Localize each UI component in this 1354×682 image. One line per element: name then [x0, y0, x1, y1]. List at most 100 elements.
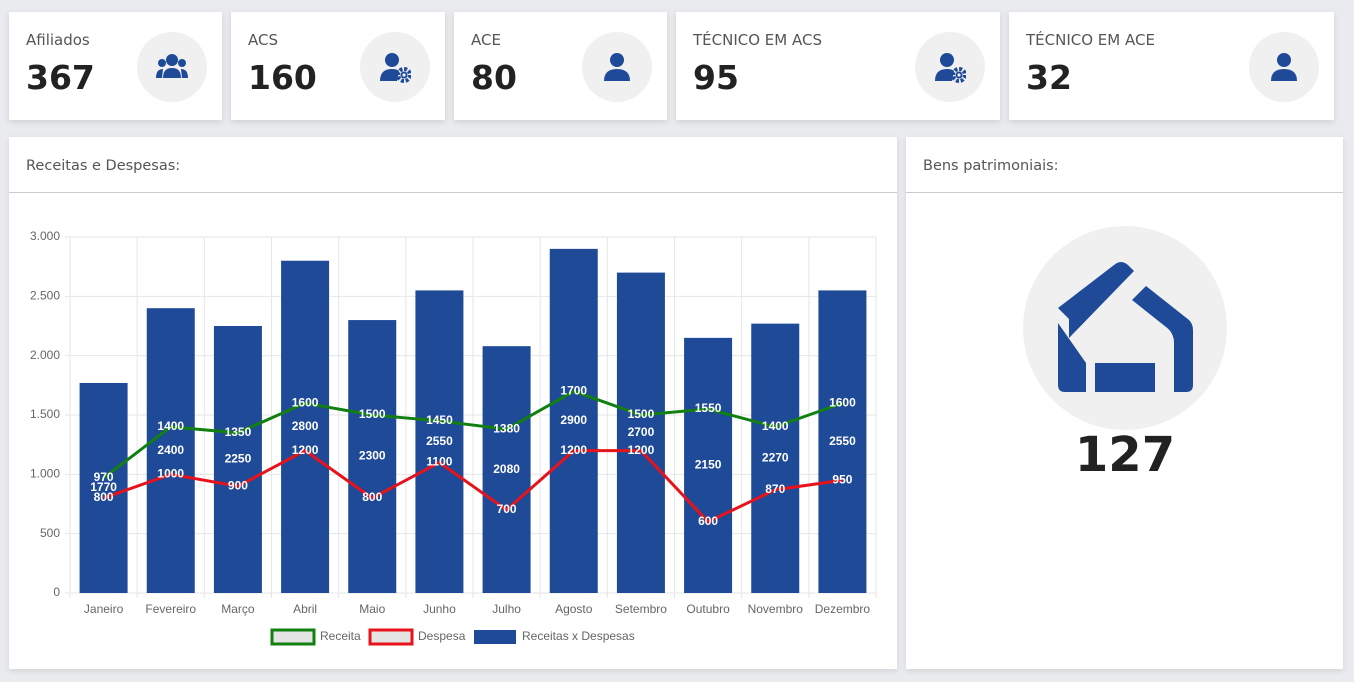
line: [103, 448, 843, 524]
data-label: 1600: [292, 395, 319, 409]
bar: [684, 337, 733, 593]
card: ACE 80: [454, 12, 667, 120]
data-label: 2700: [628, 425, 655, 439]
card-label: TÉCNICO EM ACE: [1026, 31, 1155, 49]
data-label: 800: [362, 490, 382, 504]
y-tick-label: 1.000: [30, 467, 60, 481]
x-tick-label: Maio: [359, 602, 385, 616]
card-label: TÉCNICO EM ACS: [693, 31, 822, 49]
data-label: 1450: [426, 413, 453, 427]
y-tick-label: 2.500: [30, 289, 60, 303]
bar: [751, 323, 800, 593]
data-label: 1380: [493, 421, 520, 435]
data-label: 970: [94, 470, 114, 484]
bens-value: 127: [1075, 427, 1175, 483]
card-label: ACS: [248, 31, 278, 49]
data-label: 1700: [560, 383, 587, 397]
legend-label: Despesa: [418, 629, 466, 643]
card-value: 367: [26, 58, 95, 97]
x-tick-label: Janeiro: [84, 602, 124, 616]
data-label: 1770: [90, 480, 117, 494]
data-label: 2800: [292, 419, 319, 433]
chart-panel: Receitas e Despesas: 0 500 1.000 1.500 2.000…: [9, 137, 897, 669]
card-value: 95: [693, 58, 739, 97]
data-label: 1500: [359, 407, 386, 421]
y-tick-label: 2.000: [30, 348, 60, 362]
bar: [146, 308, 195, 593]
data-label: 2150: [695, 458, 722, 472]
x-tick-label: Dezembro: [815, 602, 871, 616]
card-value: 32: [1026, 58, 1072, 97]
card-icon: [1249, 32, 1319, 102]
data-label: 1200: [628, 443, 655, 457]
legend-swatch: [368, 628, 414, 646]
bar: [213, 326, 262, 593]
house-icon: [1058, 262, 1193, 392]
data-label: 900: [228, 478, 248, 492]
x-tick-label: Abril: [293, 602, 317, 616]
card-icon: [582, 32, 652, 102]
card-label: Afiliados: [26, 31, 90, 49]
bar: [818, 290, 867, 593]
data-label: 2300: [359, 449, 386, 463]
card-icon: [360, 32, 430, 102]
data-label: 2900: [560, 413, 587, 427]
data-label: 1400: [157, 419, 184, 433]
bar: [79, 382, 128, 593]
y-tick-label: 500: [40, 526, 60, 540]
x-tick-label: Julho: [492, 602, 521, 616]
data-label: 2080: [493, 462, 520, 476]
card: TÉCNICO EM ACS 95: [676, 12, 1000, 120]
x-tick-label: Agosto: [555, 602, 593, 616]
data-label: 1200: [560, 443, 587, 457]
x-tick-label: Outubro: [686, 602, 730, 616]
legend-label: Receita: [320, 629, 361, 643]
x-tick-label: Novembro: [748, 602, 804, 616]
bar: [281, 260, 330, 593]
data-label: 1500: [628, 407, 655, 421]
data-label: 1550: [695, 401, 722, 415]
bar: [616, 272, 665, 593]
bens-panel: Bens patrimoniais: 127: [906, 137, 1343, 669]
card-label: ACE: [471, 31, 501, 49]
data-label: 2270: [762, 450, 789, 464]
card-icon: [137, 32, 207, 102]
card-value: 160: [248, 58, 317, 97]
data-label: 950: [832, 472, 852, 486]
bar: [482, 346, 531, 593]
card: Afiliados 367: [9, 12, 222, 120]
data-label: 2400: [157, 443, 184, 457]
data-label: 1400: [762, 419, 789, 433]
y-tick-label: 3.000: [30, 229, 60, 243]
panel-title: Bens patrimoniais:: [906, 137, 1343, 193]
card: TÉCNICO EM ACE 32: [1009, 12, 1334, 120]
x-tick-label: Setembro: [615, 602, 667, 616]
data-label: 2250: [225, 452, 252, 466]
data-label: 870: [765, 482, 785, 496]
data-label: 1000: [157, 467, 184, 481]
bar: [549, 248, 598, 593]
legend-swatch: [474, 630, 516, 644]
data-label: 2550: [426, 434, 453, 448]
data-label: 1100: [426, 455, 452, 469]
bens-graphic: 127: [1023, 226, 1227, 483]
bar: [348, 320, 397, 593]
legend-swatch: [270, 628, 316, 646]
data-label: 2550: [829, 434, 856, 448]
y-tick-label: 0: [53, 585, 60, 599]
line: [102, 389, 843, 480]
x-tick-label: Março: [221, 602, 255, 616]
y-tick-label: 1.500: [30, 407, 60, 421]
data-label: 800: [94, 490, 114, 504]
data-label: 1200: [292, 443, 319, 457]
legend-label: Receitas x Despesas: [522, 629, 635, 643]
x-tick-label: Fevereiro: [145, 602, 196, 616]
data-label: 600: [698, 514, 718, 528]
data-label: 1600: [829, 395, 856, 409]
panel-title: Receitas e Despesas:: [9, 137, 897, 193]
card-value: 80: [471, 58, 517, 97]
bar: [415, 290, 464, 593]
card-icon: [915, 32, 985, 102]
card: ACS 160: [231, 12, 445, 120]
